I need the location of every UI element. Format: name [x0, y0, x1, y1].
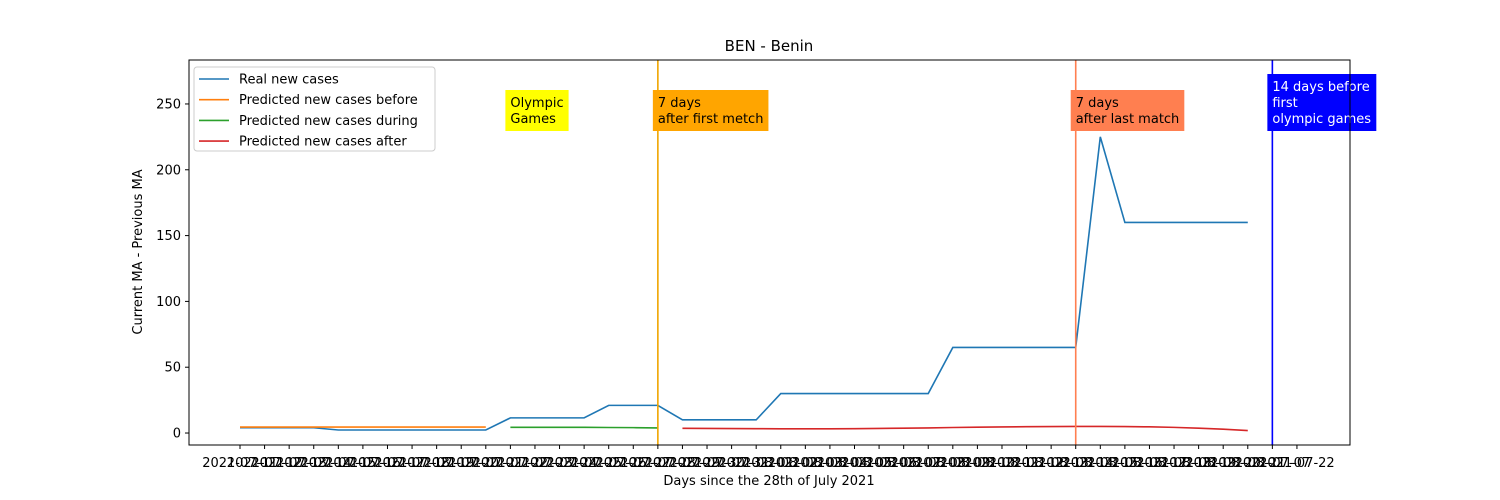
- x-tick-label: 2021-07-16: [325, 456, 401, 471]
- legend-label: Real new cases: [239, 73, 339, 88]
- x-tick-label: 2021-08-13: [1013, 456, 1089, 471]
- x-tick-label: 2021-07-07: [1235, 456, 1311, 471]
- annotation-text: 7 days after first metch: [658, 96, 764, 127]
- y-tick-label: 50: [164, 361, 181, 376]
- x-tick-label: 2021-08-17: [1112, 456, 1188, 471]
- legend-label: Predicted new cases before: [239, 93, 418, 108]
- x-tick-label: 2021-08-04: [792, 456, 868, 471]
- x-tick-label: 2021-07-18: [374, 456, 450, 471]
- x-tick-label: 2021-08-15: [1063, 456, 1139, 471]
- x-tick-label: 2021-08-16: [1087, 456, 1163, 471]
- x-tick-label: 2021-07-30: [669, 456, 745, 471]
- series-line: [682, 425, 1248, 432]
- annotation-box: [1070, 90, 1185, 131]
- x-tick-label: 2021-08-14: [1038, 456, 1114, 471]
- x-tick-label: 2021-07-19: [399, 456, 475, 471]
- legend-frame: [193, 66, 436, 152]
- x-tick-label: 2021-07-11: [202, 456, 278, 471]
- x-tick-label: 2021-07-21: [448, 456, 524, 471]
- y-axis-label: Current MA - Previous MA: [131, 169, 146, 334]
- annotation-text: 7 days after last match: [1076, 96, 1180, 127]
- x-tick-label: 2021-07-13: [251, 456, 327, 471]
- x-tick-label: 2021-08-10: [940, 456, 1016, 471]
- x-tick-label: 2021-08-05: [817, 456, 893, 471]
- x-tick-label: 2021-07-12: [227, 456, 303, 471]
- x-tick-label: 2021-07-25: [546, 456, 622, 471]
- x-tick-label: 2021-08-03: [768, 456, 844, 471]
- series-line: [510, 426, 658, 429]
- y-tick-label: 0: [173, 427, 181, 442]
- x-tick-label: 2021-07-29: [645, 456, 721, 471]
- chart-title: BEN - Benin: [725, 37, 814, 55]
- annotation-text: Olympic Games: [510, 96, 563, 127]
- x-tick-label: 2021-08-09: [915, 456, 991, 471]
- x-tick-label: 2021-08-19: [1161, 456, 1237, 471]
- x-tick-label: 2021-08-02: [743, 456, 819, 471]
- x-tick-label: 2021-08-20: [1185, 456, 1261, 471]
- x-tick-label: 2021-08-01: [718, 456, 794, 471]
- y-tick-label: 250: [156, 97, 181, 112]
- x-tick-label: 2021-07-22: [1259, 456, 1335, 471]
- x-tick-label: 2021-07-22: [473, 456, 549, 471]
- x-tick-label: 2021-07-14: [276, 456, 352, 471]
- legend-label: Predicted new cases after: [239, 135, 407, 150]
- x-tick-label: 2021-08-21: [1210, 456, 1286, 471]
- annotation-text: 14 days before first olympic games: [1272, 80, 1371, 127]
- x-tick-label: 2021-08-06: [841, 456, 917, 471]
- x-tick-label: 2021-08-08: [890, 456, 966, 471]
- x-tick-label: 2021-07-31: [694, 456, 770, 471]
- y-tick-label: 200: [156, 163, 181, 178]
- x-tick-label: 2021-07-24: [522, 456, 598, 471]
- annotation-box: [652, 90, 769, 131]
- x-tick-label: 2021-07-26: [571, 456, 647, 471]
- y-tick-label: 150: [156, 229, 181, 244]
- x-tick-label: 2021-07-15: [301, 456, 377, 471]
- legend-label: Predicted new cases during: [239, 114, 418, 129]
- x-tick-label: 2021-08-11: [964, 456, 1040, 471]
- x-tick-label: 2021-07-23: [497, 456, 573, 471]
- x-tick-label: 2021-07-17: [350, 456, 426, 471]
- x-tick-label: 2021-07-20: [423, 456, 499, 471]
- series-line: [240, 136, 1248, 431]
- x-tick-label: 2021-07-28: [620, 456, 696, 471]
- x-tick-label: 2021-07-27: [595, 456, 671, 471]
- axes-frame: [188, 59, 1351, 446]
- x-tick-label: 2021-08-18: [1136, 456, 1212, 471]
- y-tick-label: 100: [156, 295, 181, 310]
- annotation-box: [505, 90, 569, 131]
- annotation-box: [1267, 74, 1377, 131]
- x-tick-label: 2021-08-07: [866, 456, 942, 471]
- x-axis-label: Days since the 28th of July 2021: [663, 474, 874, 489]
- x-tick-label: 2021-08-12: [989, 456, 1065, 471]
